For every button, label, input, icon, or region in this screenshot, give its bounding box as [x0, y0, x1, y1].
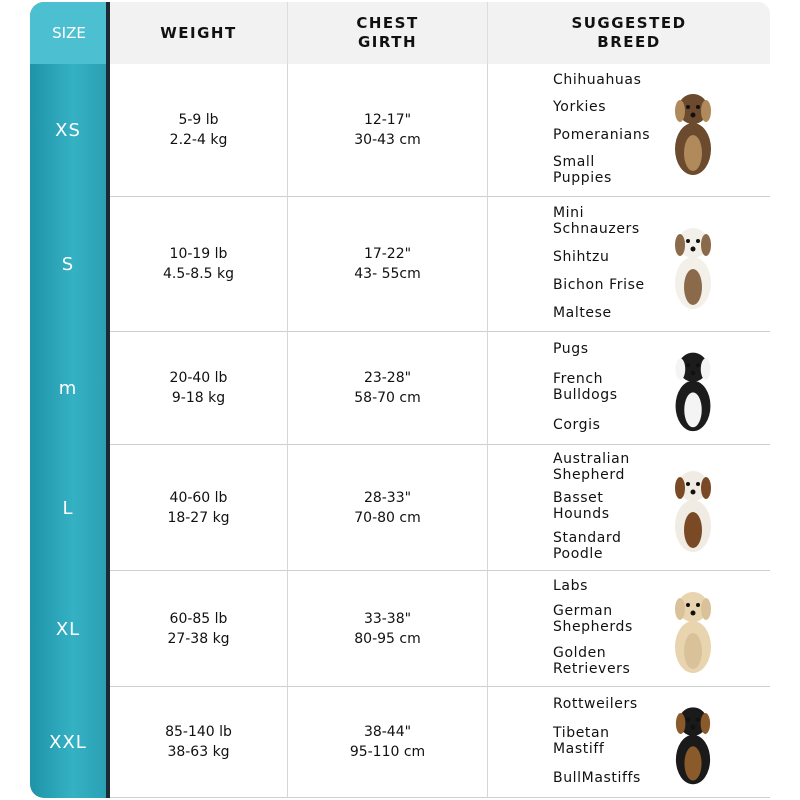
breed-text: Basset Hounds: [553, 490, 610, 523]
chest-text: 30-43 cm: [354, 132, 421, 148]
size-cell: L: [30, 445, 106, 571]
weight-cell: 5-9 lb 2.2-4 kg: [110, 64, 288, 197]
chest-text: 95-110 cm: [349, 744, 426, 760]
chest-text: 12-17": [363, 112, 412, 128]
size-label: S: [61, 254, 75, 275]
divider: [106, 2, 110, 798]
weight-cell: 10-19 lb 4.5-8.5 kg: [110, 197, 288, 332]
breed-text: Shihtzu: [553, 249, 610, 265]
dog-image: [675, 707, 711, 785]
dog-image: [675, 93, 711, 175]
chest-text: 70-80 cm: [354, 509, 421, 526]
weight-text: 20-40 lb: [169, 370, 228, 386]
breed-cell: Pugs French Bulldogs Corgis: [488, 332, 770, 445]
weight-text: 40-60 lb: [169, 489, 228, 506]
weight-cell: 20-40 lb 9-18 kg: [110, 332, 288, 445]
breed-cell: Mini Schnauzers Shihtzu Bichon Frise Maltes…: [488, 197, 770, 332]
chest-cell: 17-22" 43- 55cm: [288, 197, 488, 332]
breed-text: Rottweilers: [553, 695, 638, 712]
weight-text: 38-63 kg: [167, 744, 230, 760]
breed-text: Maltese: [553, 305, 612, 321]
breed-text: Mini Schnauzers: [553, 205, 640, 237]
header-row: [110, 2, 770, 64]
weight-cell: 40-60 lb 18-27 kg: [110, 445, 288, 571]
chest-text: 38-44": [363, 724, 412, 740]
chest-cell: 33-38" 80-95 cm: [288, 571, 488, 687]
dog-image: [675, 352, 711, 432]
breed-text: Labs: [553, 577, 588, 594]
size-cell: XXL: [30, 687, 106, 798]
breed-cell: Labs German Shepherds Golden Retrievers: [488, 571, 770, 687]
chest-cell: 38-44" 95-110 cm: [288, 687, 488, 798]
dog-image: [675, 471, 711, 552]
chest-text: 58-70 cm: [354, 390, 421, 406]
weight-text: 18-27 kg: [167, 509, 230, 526]
breed-header: SUGGESTED BREED: [571, 14, 687, 51]
weight-cell: 85-140 lb 38-63 kg: [110, 687, 288, 798]
size-label: XL: [55, 618, 81, 640]
dog-image: [675, 227, 711, 309]
weight-text: 10-19 lb: [169, 246, 228, 262]
breed-text: Tibetan Mastiff: [553, 724, 610, 757]
size-label: L: [62, 497, 74, 519]
breed-text: Corgis: [553, 417, 601, 433]
breed-text: BullMastiffs: [553, 770, 641, 787]
weight-text: 4.5-8.5 kg: [162, 266, 235, 282]
chest-text: 43- 55cm: [354, 266, 421, 282]
size-header: SIZE: [30, 2, 108, 64]
breed-cell: Australian Shepherd Basset Hounds Standard…: [488, 445, 770, 571]
breed-text: Bichon Frise: [553, 277, 645, 293]
weight-text: 85-140 lb: [165, 724, 232, 740]
weight-header: WEIGHT: [110, 2, 288, 64]
chest-text: 80-95 cm: [354, 630, 421, 647]
chest-cell: 23-28" 58-70 cm: [288, 332, 488, 445]
breed-text: Australian Shepherd: [553, 450, 630, 483]
size-label: XS: [55, 120, 81, 141]
size-cell: XS: [30, 64, 106, 197]
breed-text: Small Puppies: [553, 154, 612, 187]
chest-cell: 12-17" 30-43 cm: [288, 64, 488, 197]
size-label: XXL: [49, 732, 87, 753]
breed-text: French Bulldogs: [553, 371, 618, 403]
weight-cell: 60-85 lb 27-38 kg: [110, 571, 288, 687]
chest-text: 17-22": [363, 246, 412, 262]
chest-header: CHEST GIRTH: [288, 2, 488, 64]
breed-text: Yorkies: [553, 99, 607, 116]
chest-text: 33-38": [363, 610, 412, 627]
weight-text: 2.2-4 kg: [169, 132, 228, 148]
chest-text: 23-28": [363, 370, 412, 386]
breed-text: Pugs: [553, 341, 589, 357]
size-cell: m: [30, 332, 106, 445]
weight-text: 60-85 lb: [169, 610, 228, 627]
weight-text: 5-9 lb: [178, 112, 219, 128]
size-label: m: [58, 378, 78, 399]
breed-cell: Chihuahuas Yorkies Pomeranians Small Puppie…: [488, 64, 770, 197]
weight-text: 9-18 kg: [171, 390, 226, 406]
size-cell: S: [30, 197, 106, 332]
breed-text: Chihuahuas: [553, 71, 642, 88]
size-cell: XL: [30, 571, 106, 687]
weight-text: 27-38 kg: [167, 630, 230, 647]
breed-text: Pomeranians: [553, 126, 651, 143]
dog-image: [675, 592, 711, 673]
breed-text: Standard Poodle: [553, 530, 622, 563]
breed-text: Golden Retrievers: [553, 645, 631, 678]
chest-text: 28-33": [363, 489, 412, 506]
chest-cell: 28-33" 70-80 cm: [288, 445, 488, 571]
size-column: [30, 2, 108, 798]
breed-cell: Rottweilers Tibetan Mastiff BullMastiffs: [488, 687, 770, 798]
breed-text: German Shepherds: [553, 603, 633, 636]
